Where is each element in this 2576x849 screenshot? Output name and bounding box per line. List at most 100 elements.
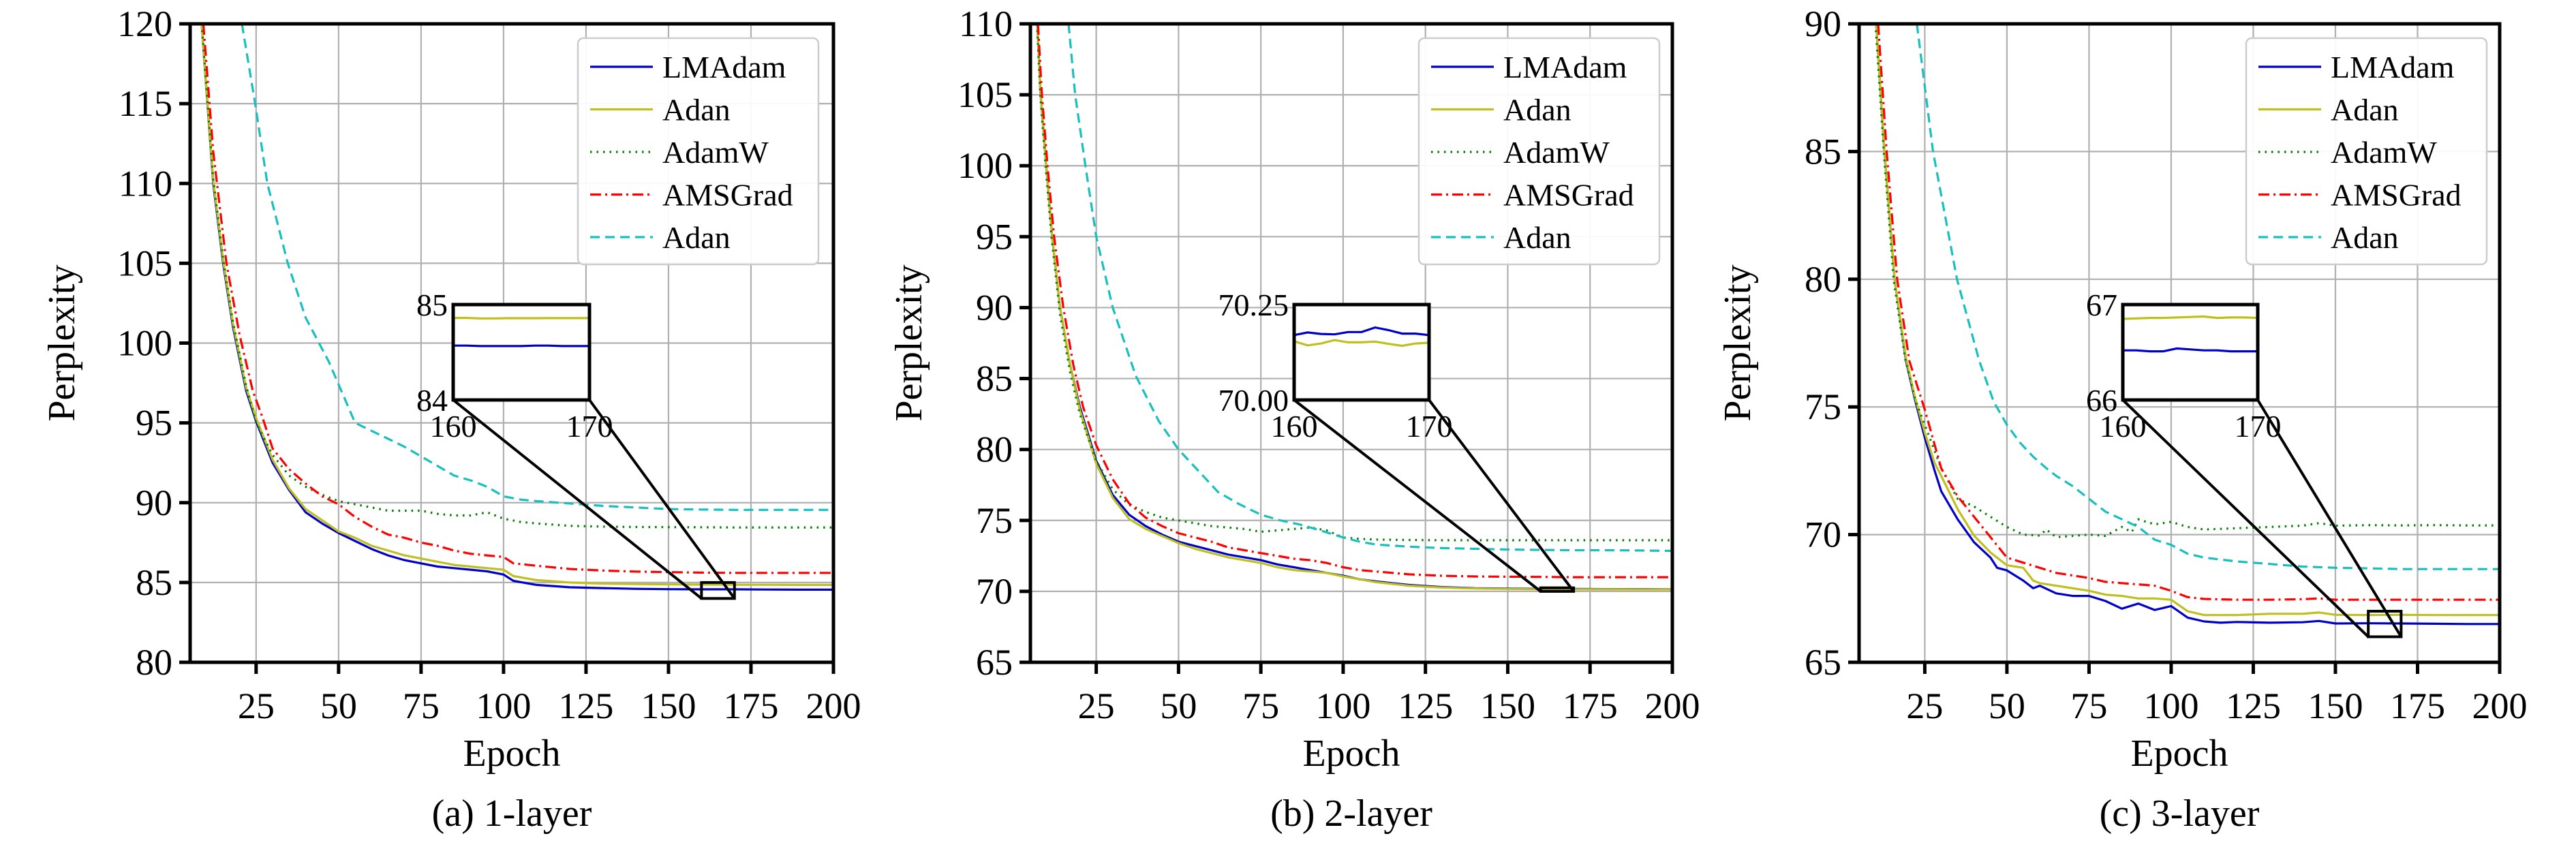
x-tick-label: 125	[558, 685, 613, 726]
y-tick-label: 65	[1805, 642, 1841, 683]
legend-label: AMSGrad	[1503, 178, 1634, 213]
inset-series-adan	[1293, 339, 1430, 348]
inset-y-tick-label: 67	[2086, 288, 2117, 322]
inset-x-tick-label: 170	[2235, 409, 2282, 444]
y-axis-label: Perplexity	[1717, 264, 1759, 421]
x-tick-label: 50	[320, 685, 357, 726]
plot-frame	[1028, 22, 1674, 664]
subfigure-caption: (c) 3-layer	[2100, 792, 2260, 835]
legend-label: Adan	[1503, 220, 1571, 255]
y-tick-label: 95	[136, 403, 172, 444]
legend-box	[1417, 37, 1661, 266]
series-line-amsgrad-3	[202, 24, 833, 574]
legend: LMAdam Adan AdamW AMSGrad Adan	[1417, 37, 1661, 266]
subfigure-caption: (a) 1-layer	[432, 792, 592, 835]
inset-x-tick-label: 170	[1406, 409, 1453, 444]
series-group	[1874, 24, 2500, 626]
x-axis-label: Epoch	[2130, 732, 2228, 775]
legend-label: AMSGrad	[662, 178, 793, 213]
y-tick-label: 110	[119, 163, 172, 204]
y-tick-label: 80	[976, 429, 1013, 470]
zoom-connector-line	[588, 399, 736, 600]
legend-label: Adan	[2331, 220, 2399, 255]
series-group	[200, 24, 833, 591]
y-tick-label: 85	[976, 358, 1013, 399]
plot-frame	[1857, 22, 2502, 664]
legend-label: Adan	[662, 220, 731, 255]
x-tick-label: 100	[476, 685, 531, 726]
x-tick-label: 125	[2226, 685, 2281, 726]
y-tick-label: 80	[136, 642, 172, 683]
legend-box	[2245, 37, 2488, 266]
x-tick-label: 50	[1160, 685, 1197, 726]
legend-label: LMAdam	[1503, 50, 1627, 84]
series-line-adan-4	[1916, 24, 2500, 570]
x-tick-label: 50	[1989, 685, 2025, 726]
inset-frame	[2121, 303, 2260, 402]
legend-label: AMSGrad	[2331, 178, 2462, 213]
legend-label: AdamW	[2331, 135, 2437, 170]
zoom-region-box	[700, 581, 736, 600]
zoom-connector-line	[2121, 399, 2370, 638]
x-tick-label: 75	[1242, 685, 1279, 726]
inset-frame	[1292, 303, 1431, 402]
y-tick-label: 120	[117, 3, 172, 44]
x-tick-label: 25	[1906, 685, 1943, 726]
chart-panel-1: 80 85 90 95 100 105 110 115 120 25 50 75 100 125 150 17…	[41, 3, 861, 835]
y-tick-label: 70	[1805, 514, 1841, 555]
inset-x-tick-label: 160	[430, 409, 477, 444]
legend-label: Adan	[2331, 93, 2399, 127]
series-line-adan-4	[1067, 24, 1672, 553]
series-line-adan-1	[200, 24, 833, 587]
inset-frame	[451, 303, 592, 402]
x-tick-label: 75	[403, 685, 440, 726]
zoom-connector-line	[1293, 399, 1542, 593]
subfigure-caption: (b) 2-layer	[1270, 792, 1432, 835]
inset-background	[453, 305, 589, 400]
y-tick-label: 100	[117, 323, 172, 364]
y-tick-label: 85	[136, 562, 172, 603]
inset-y-tick-label: 84	[416, 383, 448, 418]
inset-y-tick-label: 70.00	[1218, 383, 1289, 418]
x-tick-label: 25	[238, 685, 275, 726]
zoom-connector-line	[2256, 399, 2403, 638]
series-line-adamw-2	[1874, 24, 2500, 538]
legend-label: Adan	[1503, 93, 1571, 127]
y-tick-label: 90	[136, 482, 172, 523]
x-tick-label: 200	[806, 685, 861, 726]
zoom-connector-line	[452, 399, 703, 600]
inset-x-tick-label: 160	[2100, 409, 2147, 444]
inset-y-tick-label: 85	[416, 288, 448, 322]
series-line-lmadam-0	[1875, 24, 2500, 626]
series-line-adan-1	[1036, 24, 1672, 591]
legend-label: LMAdam	[662, 50, 786, 84]
x-tick-label: 150	[2307, 685, 2363, 726]
inset-x-tick-label: 160	[1271, 409, 1318, 444]
x-tick-label: 100	[1315, 685, 1370, 726]
inset-series-lmadam	[453, 344, 589, 348]
legend-label: Adan	[662, 93, 731, 127]
inset-y-tick-label: 66	[2086, 383, 2117, 418]
legend: LMAdam Adan AdamW AMSGrad Adan	[577, 37, 820, 266]
y-tick-label: 75	[1805, 386, 1841, 427]
x-tick-label: 175	[723, 685, 778, 726]
x-tick-label: 175	[2390, 685, 2445, 726]
legend-label: AdamW	[1503, 135, 1610, 170]
chart-panel-3: 65 70 75 80 85 90 25 50 75 100 125 150 175 200 Epoch Pe…	[1717, 3, 2528, 835]
legend-label: LMAdam	[2331, 50, 2455, 84]
x-tick-label: 200	[2472, 685, 2528, 726]
legend-box	[577, 37, 820, 266]
inset-series-lmadam	[1293, 326, 1430, 337]
x-tick-label: 25	[1078, 685, 1115, 726]
inset-background	[1294, 305, 1429, 400]
inset-series-adan	[453, 317, 589, 320]
series-line-adamw-2	[200, 24, 833, 529]
x-tick-label: 150	[641, 685, 696, 726]
y-tick-label: 110	[959, 3, 1013, 44]
series-group	[1036, 24, 1672, 591]
series-line-adan-4	[241, 24, 833, 511]
